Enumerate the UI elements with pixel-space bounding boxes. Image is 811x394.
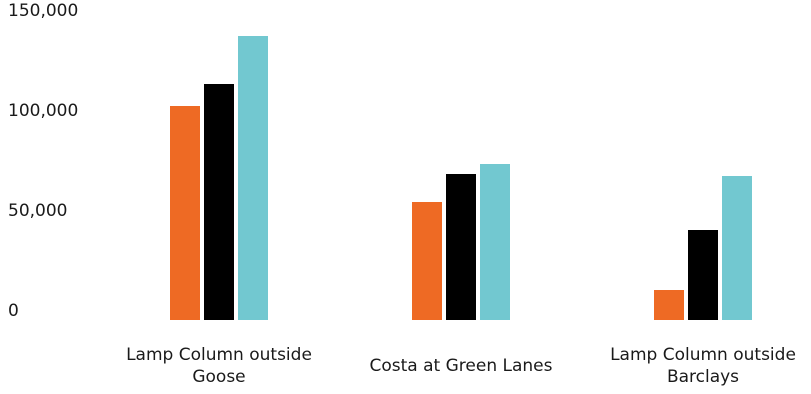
bar <box>170 106 200 320</box>
bar <box>480 164 510 320</box>
y-axis: 0 50,000 100,000 150,000 <box>8 1 78 321</box>
y-tick-label: 0 <box>8 301 19 321</box>
bar <box>654 290 684 320</box>
bar <box>412 202 442 320</box>
y-tick-label: 150,000 <box>8 1 78 21</box>
y-tick-label: 50,000 <box>8 201 67 221</box>
y-tick-label: 100,000 <box>8 101 78 121</box>
bar <box>722 176 752 320</box>
x-tick-label-line: Lamp Column outside <box>610 345 796 365</box>
x-tick-label-line: Barclays <box>667 367 739 387</box>
x-tick-label: Costa at Green Lanes <box>370 356 553 376</box>
x-tick-label-line: Goose <box>192 367 245 387</box>
bar <box>688 230 718 320</box>
x-tick-label-line: Costa at Green Lanes <box>370 356 553 376</box>
bar <box>204 84 234 320</box>
x-tick-label: Lamp Column outside Goose <box>126 345 312 387</box>
bars <box>170 36 752 320</box>
bar <box>238 36 268 320</box>
x-tick-label: Lamp Column outside Barclays <box>610 345 796 387</box>
x-tick-label-line: Lamp Column outside <box>126 345 312 365</box>
bar <box>446 174 476 320</box>
